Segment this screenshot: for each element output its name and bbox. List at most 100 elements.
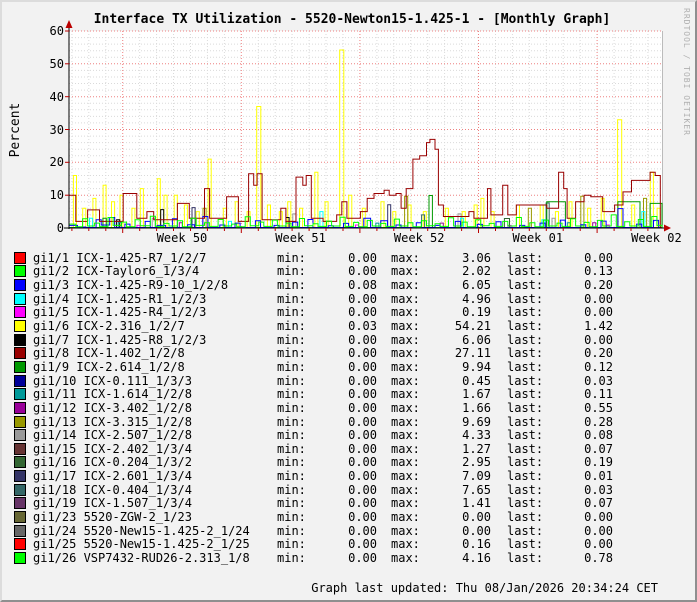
- legend-port-label: gi1/3 ICX-1.425-R9-10_1/2/8: [33, 278, 229, 293]
- legend-max-value: 9.94: [462, 359, 491, 374]
- legend-min-value: 0.00: [348, 305, 377, 320]
- legend-last-value: 0.08: [584, 428, 613, 443]
- legend-row: gi1/23 5520-ZGW-2_1/23 min: 0.00 max: 0.00 la…: [14, 510, 674, 524]
- legend-max-value: 7.09: [462, 469, 491, 484]
- legend-row: gi1/17 ICX-2.601_1/3/4 min: 0.00 max: 7.09 la…: [14, 469, 674, 483]
- legend-port-label: gi1/23 5520-ZGW-2_1/23: [33, 510, 192, 524]
- legend-swatch: [14, 442, 26, 455]
- legend-row: gi1/25 5520-New15-1.425-2_1/25 min: 0.00 ma…: [14, 537, 674, 551]
- legend-row: gi1/16 ICX-0.204_1/3/2 min: 0.00 max: 2.95 la…: [14, 455, 674, 470]
- x-week-label: Week 01: [512, 231, 564, 245]
- x-week-label: Week 52: [393, 231, 445, 245]
- legend-last-key: last:: [507, 346, 544, 361]
- legend-max-key: max:: [391, 482, 420, 497]
- legend-min-key: min:: [277, 441, 306, 456]
- legend-swatch: [14, 292, 26, 305]
- y-tick-label: 40: [49, 89, 64, 104]
- legend-max-key: max:: [391, 319, 420, 334]
- legend-max-key: max:: [391, 278, 420, 293]
- legend-max-key: max:: [391, 428, 420, 443]
- legend-swatch: [14, 510, 26, 523]
- legend-last-value: 0.00: [584, 250, 613, 265]
- legend-min-value: 0.00: [348, 428, 377, 443]
- legend-last-value: 0.03: [584, 482, 613, 497]
- legend-min-key: min:: [277, 523, 306, 538]
- series-gi1-8: [68, 138, 663, 228]
- legend-max-value: 0.00: [462, 510, 491, 524]
- legend-max-key: max:: [391, 537, 420, 552]
- legend-port-label: gi1/16 ICX-0.204_1/3/2: [33, 455, 192, 470]
- legend-max-value: 6.06: [462, 332, 491, 347]
- legend-max-value: 2.95: [462, 455, 491, 470]
- legend-max-key: max:: [391, 359, 420, 374]
- legend-max-value: 9.69: [462, 414, 491, 429]
- legend-last-value: 0.07: [584, 441, 613, 456]
- legend-max-value: 4.96: [462, 291, 491, 306]
- legend-min-key: min:: [277, 359, 306, 374]
- legend-max-value: 0.45: [462, 373, 491, 388]
- legend-min-key: min:: [277, 550, 306, 565]
- legend-swatch: [14, 429, 26, 442]
- y-axis-arrow: [65, 20, 73, 28]
- legend-last-key: last:: [507, 359, 544, 374]
- series-gi1-17: [191, 204, 392, 228]
- legend-last-key: last:: [507, 510, 544, 524]
- legend-last-value: 0.00: [584, 291, 613, 306]
- legend-min-value: 0.00: [348, 400, 377, 415]
- legend-last-value: 0.01: [584, 469, 613, 484]
- legend-port-label: gi1/1 ICX-1.425-R7_1/2/7: [33, 250, 207, 265]
- legend-max-key: max:: [391, 346, 420, 361]
- legend-min-key: min:: [277, 510, 306, 524]
- graph-title: Interface TX Utilization - 5520-Newton15…: [93, 12, 611, 27]
- legend-last-value: 0.13: [584, 264, 613, 279]
- legend-last-key: last:: [507, 482, 544, 497]
- legend-port-label: gi1/11 ICX-1.614_1/2/8: [33, 387, 192, 402]
- legend-max-value: 7.65: [462, 482, 491, 497]
- legend-min-key: min:: [277, 291, 306, 306]
- legend-min-value: 0.00: [348, 496, 377, 511]
- legend-last-key: last:: [507, 387, 544, 402]
- legend-row: gi1/15 ICX-2.402_1/3/4 min: 0.00 max: 1.27 la…: [14, 442, 674, 456]
- legend-last-value: 0.20: [584, 278, 613, 293]
- legend-min-value: 0.00: [348, 441, 377, 456]
- legend-row: gi1/6 ICX-2.316_1/2/7 min: 0.03 max: 54.21 la…: [14, 319, 674, 333]
- legend-last-value: 1.42: [584, 319, 613, 334]
- legend-last-key: last:: [507, 250, 544, 265]
- legend-row: gi1/8 ICX-1.402_1/2/8 min: 0.00 max: 27.11 la…: [14, 346, 674, 360]
- legend-last-key: last:: [507, 400, 544, 415]
- legend-port-label: gi1/19 ICX-1.507_1/3/4: [33, 496, 192, 511]
- legend-port-label: gi1/17 ICX-2.601_1/3/4: [33, 469, 192, 484]
- legend-max-value: 1.41: [462, 496, 491, 511]
- legend-min-value: 0.00: [348, 359, 377, 374]
- legend-row: gi1/5 ICX-1.425-R4_1/2/3 min: 0.00 max: 0.19…: [14, 305, 674, 320]
- legend-max-value: 4.33: [462, 428, 491, 443]
- legend-max-key: max:: [391, 387, 420, 402]
- legend-swatch: [14, 415, 26, 428]
- legend-port-label: gi1/25 5520-New15-1.425-2_1/25: [33, 537, 250, 552]
- legend-port-label: gi1/13 ICX-3.315_1/2/8: [33, 414, 192, 429]
- legend-min-value: 0.03: [348, 319, 377, 334]
- legend-min-value: 0.00: [348, 523, 377, 538]
- legend-min-value: 0.00: [348, 346, 377, 361]
- legend-max-value: 27.11: [454, 346, 491, 361]
- legend-row: gi1/2 ICX-Taylor6_1/3/4 min: 0.00 max: 2.02 l…: [14, 264, 674, 279]
- series-gi1-6: [72, 49, 661, 228]
- y-tick-label: 60: [49, 24, 64, 38]
- legend-port-label: gi1/9 ICX-2.614_1/2/8: [33, 359, 185, 374]
- y-tick-label: 50: [49, 56, 64, 71]
- legend-last-key: last:: [507, 305, 544, 320]
- legend-port-label: gi1/12 ICX-3.402_1/2/8: [33, 400, 192, 415]
- legend-last-key: last:: [507, 550, 544, 565]
- legend-max-key: max:: [391, 264, 420, 279]
- legend-swatch: [14, 497, 26, 510]
- legend-last-key: last:: [507, 278, 544, 293]
- legend-swatch: [14, 265, 26, 278]
- legend-last-key: last:: [507, 441, 544, 456]
- legend-port-label: gi1/10 ICX-0.111_1/3/3: [33, 373, 192, 388]
- legend-min-key: min:: [277, 278, 306, 293]
- legend-port-label: gi1/2 ICX-Taylor6_1/3/4: [33, 264, 200, 279]
- legend-min-value: 0.08: [348, 278, 377, 293]
- legend-max-key: max:: [391, 469, 420, 484]
